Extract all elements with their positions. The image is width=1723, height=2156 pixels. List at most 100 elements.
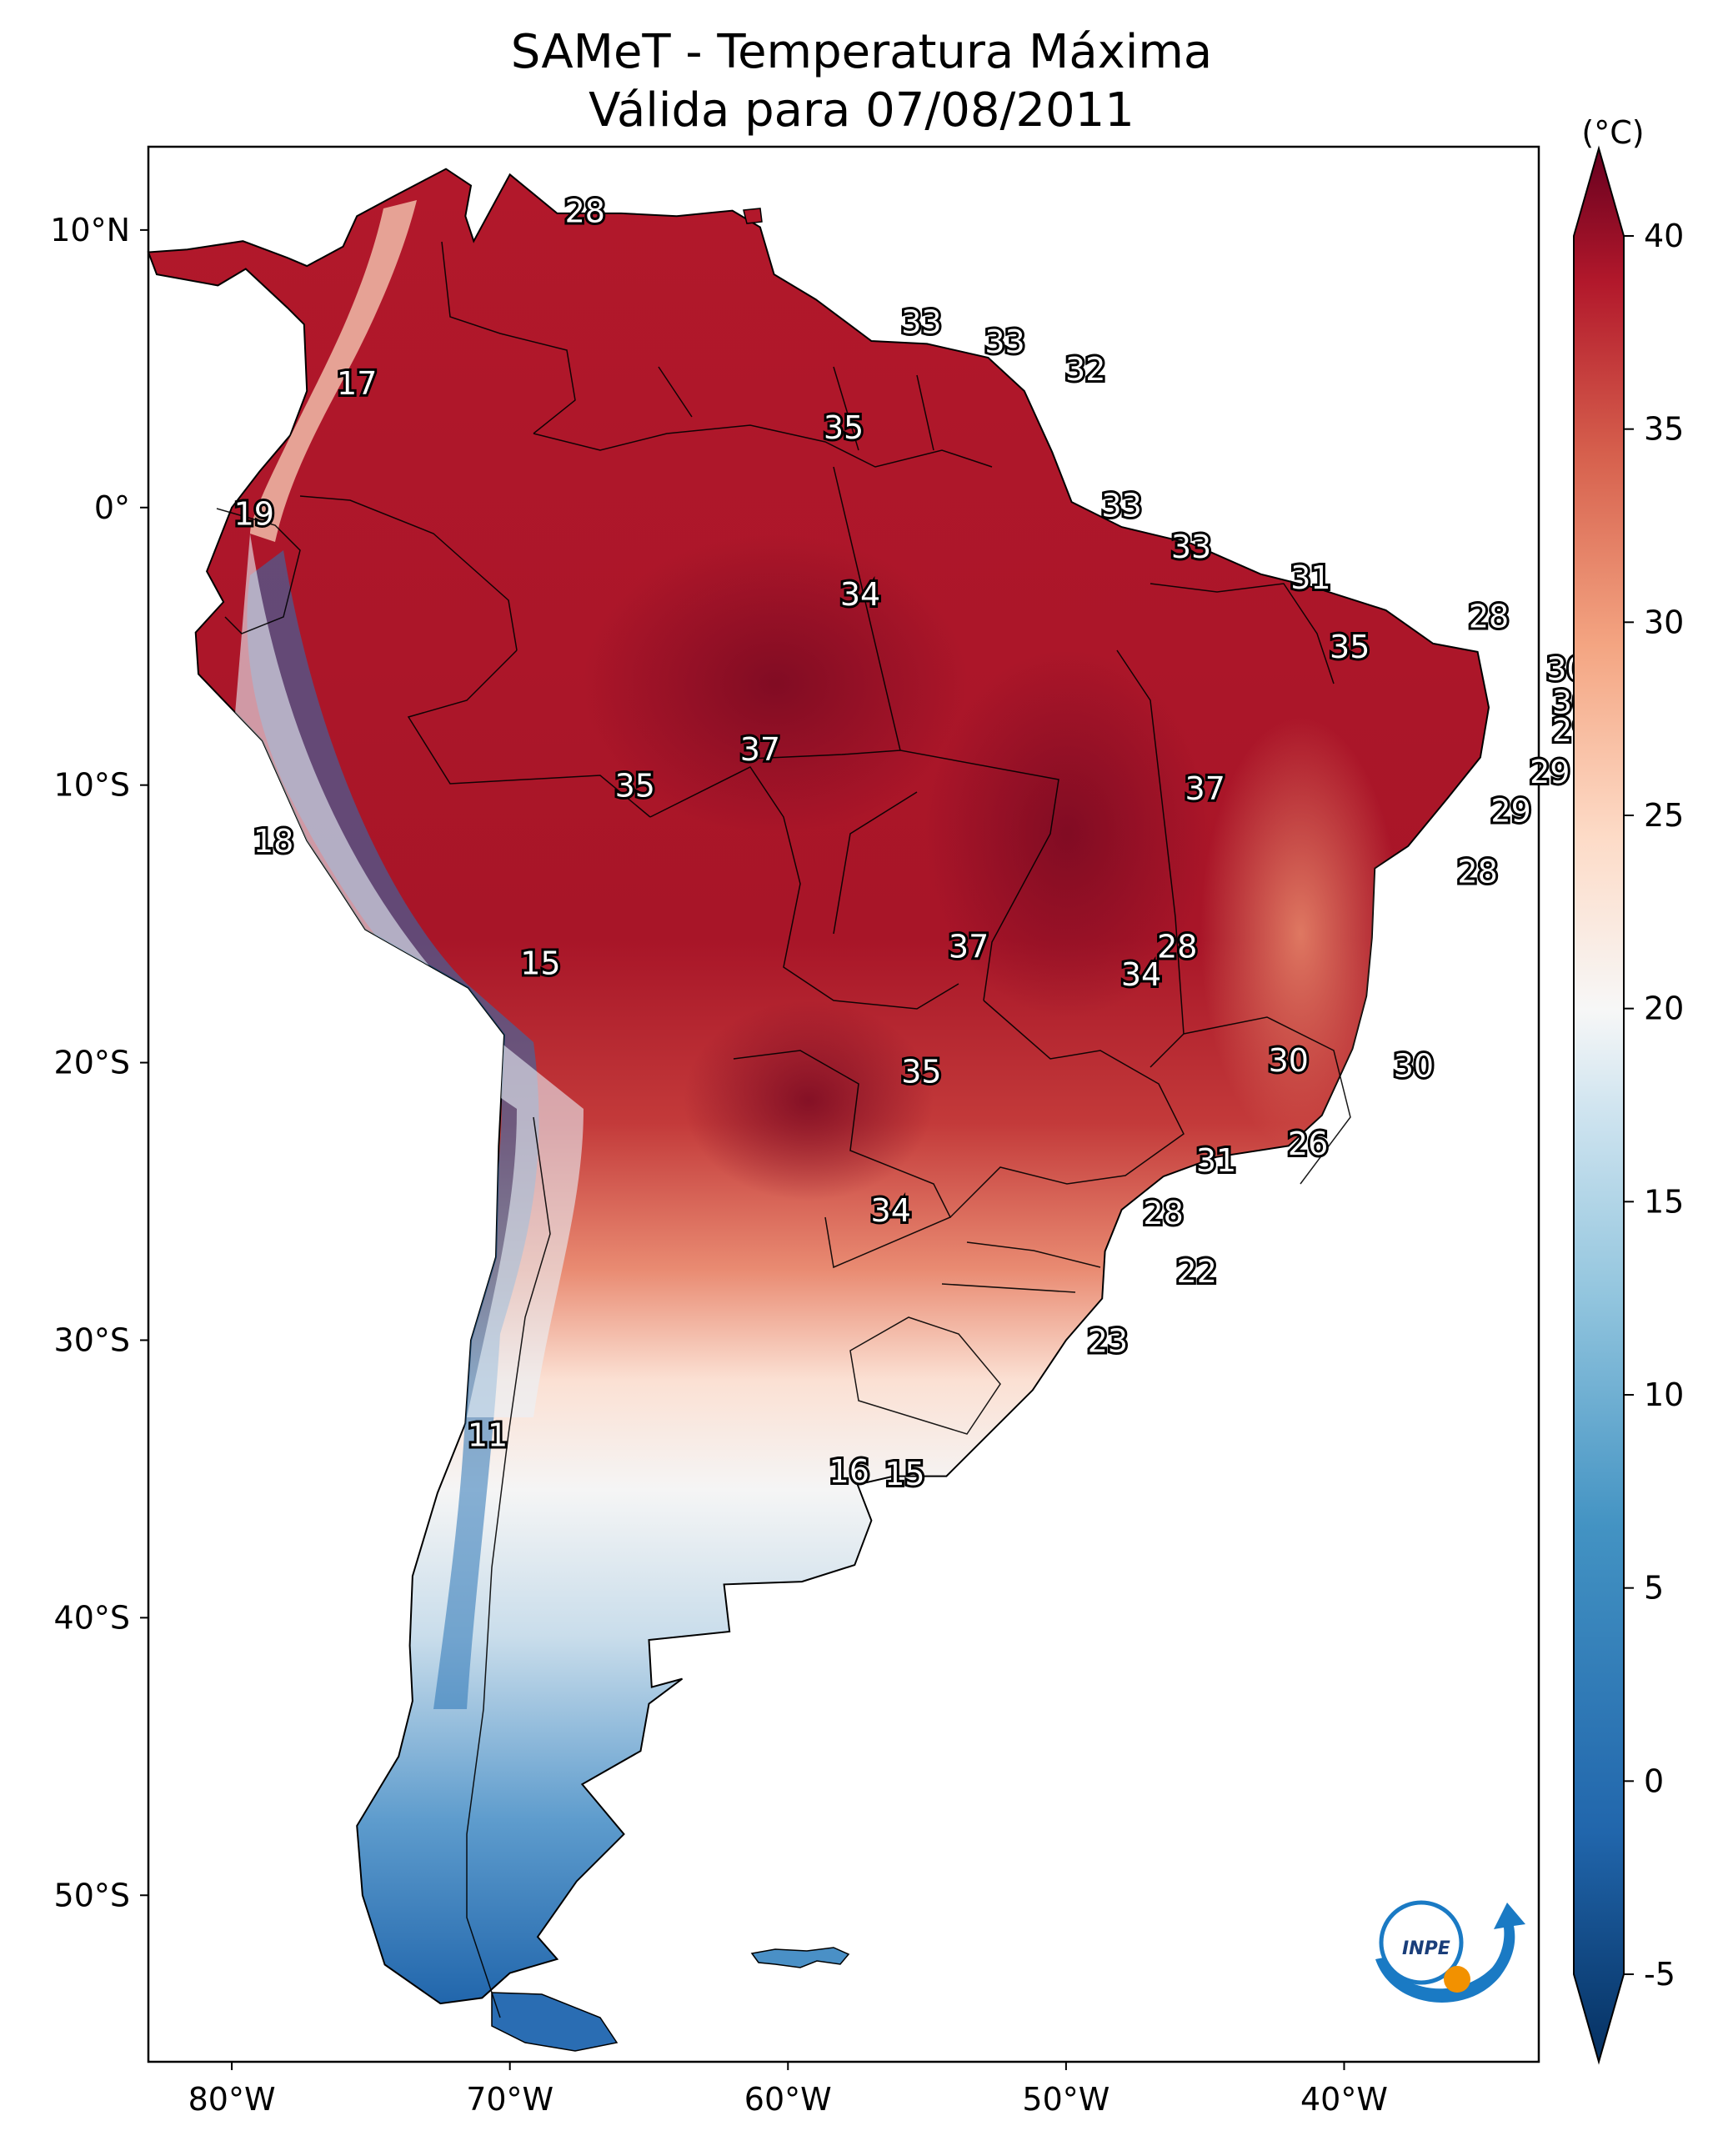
tierra-del-fuego xyxy=(491,1992,619,2052)
colorbar-unit: (°C) xyxy=(1581,114,1644,151)
temperature-label: 35 xyxy=(615,768,655,805)
temperature-label: 37 xyxy=(949,929,989,965)
temperature-label: 22 xyxy=(1177,1253,1217,1290)
colorbar-tick-label: 10 xyxy=(1644,1376,1684,1413)
temperature-label: 28 xyxy=(1157,929,1197,965)
border-brazil-states-f xyxy=(941,1241,1101,1293)
lon-tick-label: 70°W xyxy=(466,2081,553,2118)
temperature-label: 18 xyxy=(253,823,293,860)
lon-tick-label: 50°W xyxy=(1022,2081,1109,2118)
temperature-label: 29 xyxy=(1530,754,1570,790)
temperature-label: 31 xyxy=(1290,559,1330,596)
border-brazil-north xyxy=(533,424,993,468)
border-guyanas xyxy=(658,366,934,451)
title-line-1: SAMeT - Temperatura Máxima xyxy=(510,25,1213,79)
border-brazil-states-c xyxy=(1150,583,1335,684)
temperature-label: 23 xyxy=(1088,1322,1128,1359)
temperature-label: 16 xyxy=(829,1453,869,1490)
lat-tick-label: 10°S xyxy=(54,767,130,804)
logo-swoosh-icon xyxy=(1375,1903,1525,2003)
logo-text: INPE xyxy=(1402,1938,1450,1959)
temperature-label: 37 xyxy=(740,731,780,768)
temperature-label: 34 xyxy=(1121,956,1161,993)
temperature-label: 19 xyxy=(234,495,274,532)
temperature-label: 28 xyxy=(1469,598,1509,634)
map-title: SAMeT - Temperatura Máxima Válida para 0… xyxy=(0,23,1723,140)
lat-tick-label: 30°S xyxy=(54,1321,130,1358)
colorbar-tick-label: 20 xyxy=(1644,990,1684,1027)
temperature-label: 30 xyxy=(1394,1048,1434,1085)
mild-east-coast xyxy=(1200,717,1400,1151)
temperature-label: 28 xyxy=(1457,854,1497,890)
temperature-label: 35 xyxy=(1330,629,1370,665)
border-venezuela-colombia xyxy=(441,241,576,434)
title-line-2: Válida para 07/08/2011 xyxy=(589,83,1134,138)
border-argentina-uruguay xyxy=(849,1316,1001,1435)
colorbar-body xyxy=(1573,145,1625,2065)
temperature-label: 33 xyxy=(901,304,941,341)
temperature-label: 28 xyxy=(1143,1195,1183,1231)
border-brazil-states-a xyxy=(833,466,1059,1001)
temperature-label: 34 xyxy=(871,1192,911,1229)
temperature-label: 33 xyxy=(1101,487,1141,524)
lat-tick-label: 50°S xyxy=(54,1877,130,1913)
trinidad-tobago xyxy=(743,208,763,224)
temperature-label: 15 xyxy=(884,1456,924,1492)
lat-tick-label: 0° xyxy=(94,489,130,526)
temperature-label: 17 xyxy=(337,365,377,402)
lat-tick-label: 10°N xyxy=(50,212,130,248)
colorbar-tick-label: 30 xyxy=(1644,604,1684,640)
lon-tick-label: 60°W xyxy=(744,2081,832,2118)
temperature-label: 26 xyxy=(1288,1126,1328,1162)
temperature-label: 34 xyxy=(840,576,880,613)
colorbar-ticks: 40 35 30 25 20 15 10 5 0 -5 xyxy=(1624,218,1684,1993)
temperature-label: 35 xyxy=(901,1053,941,1090)
border-brazil-states-g xyxy=(749,750,918,935)
colorbar-tick-label: 15 xyxy=(1644,1183,1684,1220)
colorbar-tick-label: 5 xyxy=(1644,1570,1664,1607)
border-peru-brazil xyxy=(407,649,651,818)
temperature-label: 29 xyxy=(1490,793,1530,830)
logo-sun-icon xyxy=(1444,1966,1470,1993)
colorbar-tick-label: 40 xyxy=(1644,218,1684,254)
border-brazil-states-b xyxy=(1116,649,1185,1068)
lat-tick-label: 20°S xyxy=(54,1045,130,1081)
hot-core-amazon xyxy=(584,534,967,834)
border-ecuador xyxy=(216,508,301,634)
map-axes: 10°N 0° 10°S 20°S 30°S 40°S 50°S 80°W 70°W 60°W 50… xyxy=(50,212,1388,2118)
temperature-label: 35 xyxy=(824,409,864,446)
hot-core-pantanal xyxy=(684,1000,934,1201)
lon-tick-label: 80°W xyxy=(188,2081,276,2118)
temperature-label: 31 xyxy=(1196,1142,1236,1179)
northern-andes-cool xyxy=(250,200,417,542)
temperature-label: 37 xyxy=(1185,770,1225,807)
temperature-label: 30 xyxy=(1269,1042,1309,1079)
temperature-label: 33 xyxy=(984,323,1024,360)
country-borders xyxy=(216,241,1351,2018)
colorbar-tick-label: 25 xyxy=(1644,797,1684,834)
colorbar-tick-label: 35 xyxy=(1644,411,1684,448)
colorbar-tick-label: -5 xyxy=(1644,1956,1675,1993)
temperature-label: 15 xyxy=(520,945,560,982)
lat-tick-label: 40°S xyxy=(54,1599,130,1636)
border-chile-argentina xyxy=(466,1116,551,2018)
temperature-label: 33 xyxy=(1171,529,1211,565)
hot-core-central xyxy=(925,650,1209,1017)
falkland-islands xyxy=(750,1947,850,1968)
border-brazil-states-e xyxy=(1183,1016,1351,1185)
inpe-logo: INPE xyxy=(1375,1900,1525,2003)
colorbar-tick-label: 0 xyxy=(1644,1762,1664,1799)
temperature-label: 11 xyxy=(468,1417,508,1454)
border-colombia-peru xyxy=(299,495,518,651)
border-bolivia xyxy=(649,766,959,1010)
logo-orbit-icon xyxy=(1379,1900,1464,1985)
temperature-label: 32 xyxy=(1065,351,1105,388)
temperature-label: 28 xyxy=(565,193,605,229)
islands-layer xyxy=(491,208,850,2052)
border-brazil-states-d xyxy=(949,1000,1185,1218)
colorbar: (°C) 40 35 30 25 20 15 10 5 0 -5 xyxy=(1573,114,1684,2065)
lon-tick-label: 40°W xyxy=(1300,2081,1388,2118)
border-paraguay xyxy=(733,1050,952,1269)
